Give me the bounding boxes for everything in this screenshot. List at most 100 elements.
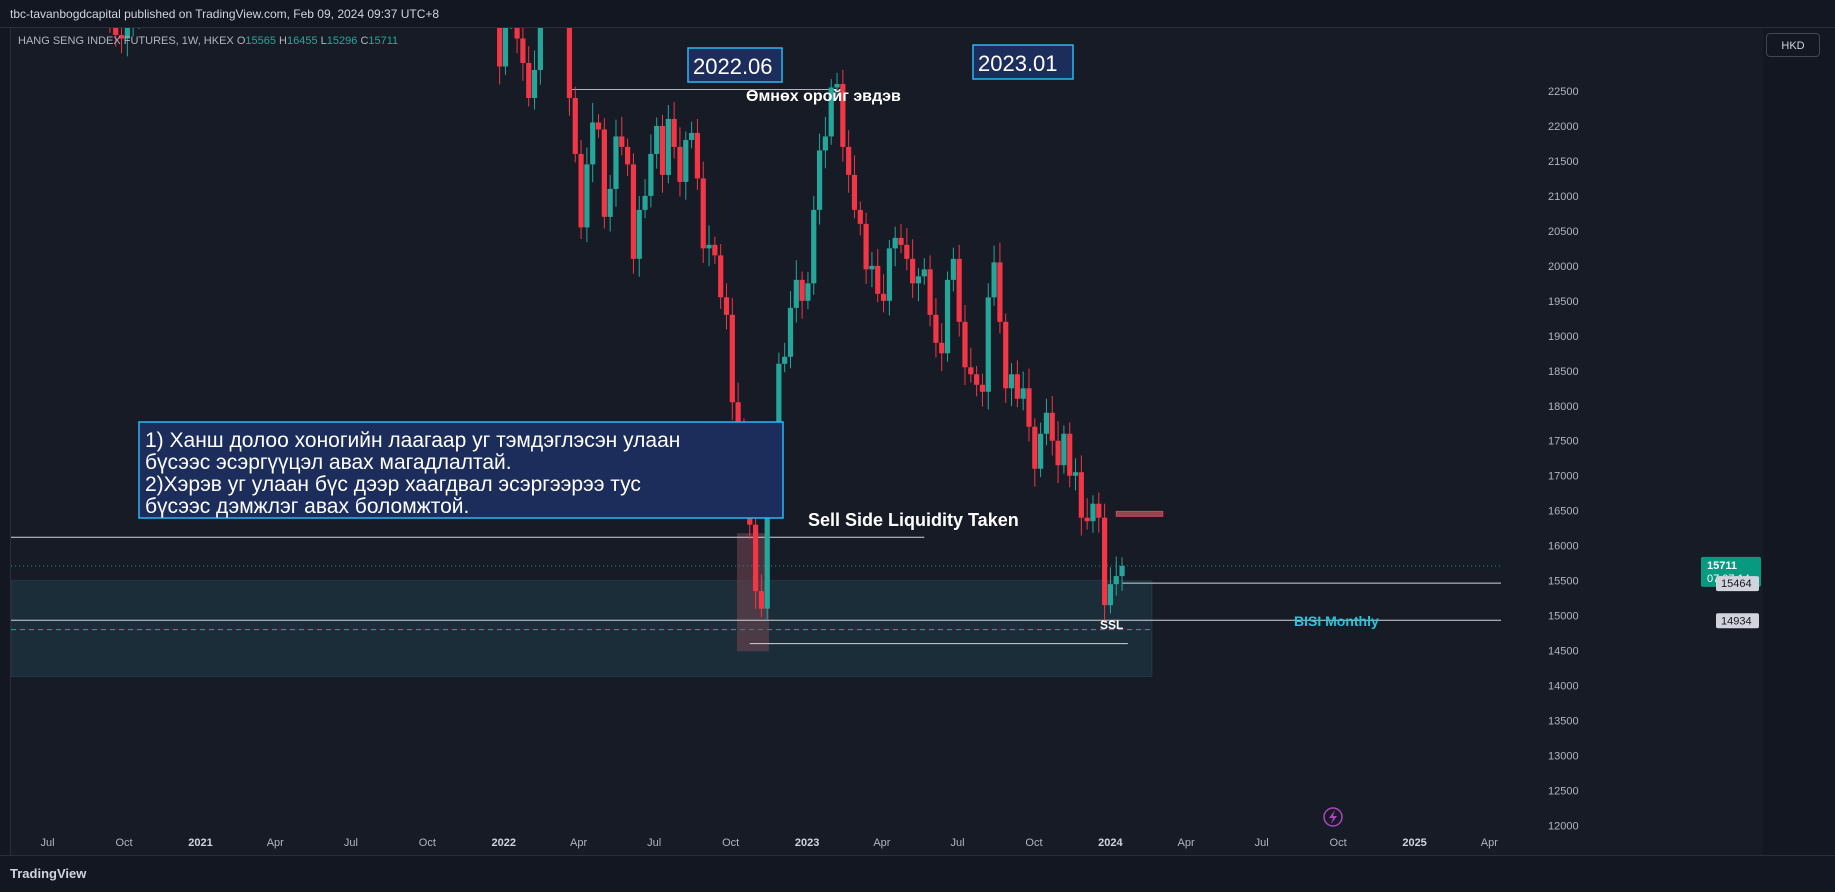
ssl-label: SSL bbox=[1100, 618, 1123, 632]
candle-body bbox=[869, 265, 875, 270]
candle-body bbox=[118, 34, 125, 39]
candle-body bbox=[502, 28, 509, 67]
y-tick-label: 15500 bbox=[1548, 576, 1579, 588]
x-tick-label: Apr bbox=[570, 837, 587, 849]
candle-body bbox=[811, 209, 817, 284]
note-line-4: бүсээс дэмжлэг авах боломжтой. bbox=[145, 495, 469, 518]
symbol-name: HANG SENG INDEX FUTURES, 1W, HKEX bbox=[18, 35, 234, 47]
x-tick-label: Oct bbox=[722, 837, 739, 849]
y-tick-label: 17500 bbox=[1548, 436, 1579, 448]
candle-body bbox=[846, 146, 852, 175]
note-line-2: бүсээс эсэргүүцэл авах магадлалтай. bbox=[145, 451, 512, 474]
y-tick-label: 16000 bbox=[1548, 541, 1579, 553]
candle-body bbox=[572, 97, 578, 154]
candle-body bbox=[1038, 433, 1044, 469]
candle-body bbox=[904, 244, 910, 259]
candle-body bbox=[979, 384, 986, 392]
candle-body bbox=[805, 283, 811, 301]
candle-body bbox=[113, 28, 119, 35]
level-2-badge bbox=[1716, 613, 1759, 629]
y-tick-label: 13000 bbox=[1548, 751, 1579, 763]
candle-body bbox=[642, 195, 648, 210]
y-tick-label: 14000 bbox=[1548, 681, 1579, 693]
x-tick-label: Oct bbox=[1330, 837, 1347, 849]
x-tick-label: Jul bbox=[647, 837, 661, 849]
candle-body bbox=[590, 122, 596, 165]
candle-body bbox=[607, 188, 613, 217]
candlestick-chart[interactable]: 12000 12500 13000 13500 14000 14500 15000 15500… bbox=[11, 28, 1763, 856]
candle-body bbox=[613, 136, 619, 189]
candle-body bbox=[764, 503, 770, 609]
candle-body bbox=[1078, 472, 1084, 518]
candle-body bbox=[921, 269, 927, 277]
x-tick-label: Jul bbox=[344, 837, 358, 849]
candle-body bbox=[910, 258, 916, 284]
level-2-value: 14934 bbox=[1721, 615, 1752, 627]
y-tick-label: 21000 bbox=[1548, 191, 1579, 203]
candle-body bbox=[974, 374, 980, 385]
level-1-badge bbox=[1716, 576, 1759, 592]
bisi-zone bbox=[11, 580, 1153, 677]
candle-body bbox=[1113, 576, 1119, 585]
events-lightning-icon[interactable] bbox=[1323, 807, 1343, 827]
price-axis[interactable] bbox=[1501, 28, 1763, 836]
sell-side-liquidity-label: Sell Side Liquidity Taken bbox=[808, 510, 1019, 530]
x-tick-label: Jul bbox=[1255, 837, 1269, 849]
note-box bbox=[138, 421, 784, 519]
publish-info-text: tbc-tavanbogdcapital published on Tradin… bbox=[10, 7, 440, 21]
candle-body bbox=[630, 164, 637, 259]
high-label: H bbox=[279, 35, 287, 47]
candle-body bbox=[863, 223, 869, 270]
x-tick-label: Oct bbox=[419, 837, 436, 849]
candle-body bbox=[1003, 321, 1009, 389]
tradingview-logo[interactable]: TradingView bbox=[10, 866, 86, 881]
candle-body bbox=[688, 132, 695, 140]
tradingview-brand-text: TradingView bbox=[10, 866, 87, 881]
candle-body bbox=[671, 118, 677, 147]
candle-body bbox=[892, 237, 898, 249]
x-tick-label: Apr bbox=[873, 837, 890, 849]
candle-body bbox=[1008, 374, 1015, 389]
candle-body bbox=[514, 28, 520, 39]
candle-body bbox=[939, 342, 945, 354]
candle-body bbox=[793, 279, 799, 308]
candle-body bbox=[787, 307, 794, 357]
candle-body bbox=[776, 363, 782, 448]
symbol-legend: HANG SENG INDEX FUTURES, 1W, HKEX O15565… bbox=[18, 35, 398, 47]
candle-body bbox=[834, 83, 840, 88]
x-tick-label: Oct bbox=[115, 837, 132, 849]
candle-body bbox=[933, 314, 939, 343]
y-tick-label: 19500 bbox=[1548, 296, 1579, 308]
label-2023-01-box bbox=[972, 44, 1074, 80]
candle-body bbox=[997, 262, 1003, 322]
time-axis[interactable] bbox=[11, 836, 1763, 856]
x-tick-label: 2021 bbox=[188, 837, 212, 849]
x-tick-label: Oct bbox=[1025, 837, 1042, 849]
candle-body bbox=[654, 125, 660, 154]
candle-body bbox=[1014, 374, 1020, 399]
candle-body bbox=[1107, 584, 1114, 606]
candle-body bbox=[619, 136, 625, 147]
candle-body bbox=[1072, 472, 1079, 476]
candle-body bbox=[718, 255, 724, 298]
candle-body bbox=[752, 524, 759, 592]
y-tick-label: 12000 bbox=[1548, 821, 1579, 833]
candle-body bbox=[584, 164, 590, 228]
candle-body bbox=[758, 591, 765, 609]
open-label: O bbox=[236, 35, 246, 47]
candle-body bbox=[601, 129, 607, 217]
y-tick-label: 20000 bbox=[1548, 261, 1579, 273]
last-price-value: 15711 bbox=[1707, 560, 1737, 572]
candle-body bbox=[956, 258, 962, 322]
chart-panel[interactable]: 12000 12500 13000 13500 14000 14500 15000 15500… bbox=[10, 27, 1763, 856]
candle-body bbox=[729, 314, 735, 403]
candle-body bbox=[1020, 388, 1026, 399]
y-tick-label: 18000 bbox=[1548, 401, 1579, 413]
candle-body bbox=[677, 146, 683, 182]
candle-body bbox=[822, 136, 828, 151]
y-tick-label: 17000 bbox=[1548, 471, 1579, 483]
candle-body bbox=[1061, 433, 1067, 466]
currency-button[interactable]: HKD bbox=[1766, 33, 1820, 57]
label-2022-06-box bbox=[687, 47, 783, 83]
candle-body bbox=[1096, 503, 1102, 518]
